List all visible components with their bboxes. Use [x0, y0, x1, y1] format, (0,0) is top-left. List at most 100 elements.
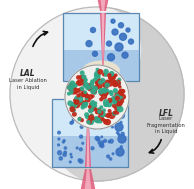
Circle shape [114, 81, 118, 84]
Circle shape [98, 115, 103, 120]
Circle shape [120, 121, 122, 123]
Circle shape [107, 54, 114, 61]
Circle shape [80, 135, 83, 138]
Circle shape [81, 119, 83, 122]
Text: LFL: LFL [158, 109, 173, 119]
Circle shape [74, 102, 76, 104]
Circle shape [86, 105, 90, 111]
Circle shape [121, 97, 123, 99]
Circle shape [85, 97, 90, 102]
Circle shape [90, 103, 94, 107]
Circle shape [68, 85, 73, 90]
Circle shape [111, 97, 116, 101]
Circle shape [118, 101, 121, 104]
Circle shape [118, 112, 125, 119]
Circle shape [59, 157, 62, 160]
Bar [52, 99, 128, 167]
Circle shape [78, 118, 81, 121]
Circle shape [75, 92, 77, 94]
Circle shape [98, 89, 104, 94]
Circle shape [77, 76, 80, 79]
Circle shape [114, 96, 118, 100]
Circle shape [117, 92, 122, 98]
Circle shape [63, 140, 65, 142]
Ellipse shape [71, 99, 105, 116]
Circle shape [99, 144, 102, 147]
Circle shape [90, 106, 95, 111]
Circle shape [96, 118, 99, 120]
Circle shape [94, 102, 97, 105]
Wedge shape [97, 7, 184, 181]
Circle shape [81, 71, 84, 75]
Circle shape [70, 122, 73, 124]
Circle shape [70, 107, 75, 112]
Circle shape [99, 81, 102, 83]
Circle shape [90, 105, 95, 110]
Circle shape [110, 93, 113, 96]
Circle shape [115, 92, 119, 96]
Circle shape [87, 119, 91, 124]
Circle shape [111, 19, 115, 23]
Circle shape [95, 136, 99, 140]
Circle shape [104, 100, 108, 105]
Circle shape [108, 140, 110, 143]
Circle shape [69, 87, 74, 91]
Circle shape [120, 146, 122, 148]
Circle shape [70, 81, 75, 86]
Polygon shape [100, 13, 106, 75]
Circle shape [109, 158, 112, 160]
Circle shape [74, 102, 80, 108]
Circle shape [116, 94, 118, 97]
Circle shape [116, 96, 120, 100]
Circle shape [97, 83, 102, 88]
Circle shape [113, 96, 115, 98]
Circle shape [89, 106, 91, 108]
Text: Laser Ablation
in Liquid: Laser Ablation in Liquid [9, 78, 47, 90]
FancyArrowPatch shape [33, 31, 48, 46]
Circle shape [79, 93, 84, 98]
Bar [63, 13, 139, 50]
Circle shape [54, 7, 140, 94]
Circle shape [118, 96, 122, 101]
Circle shape [82, 75, 86, 79]
Bar [63, 13, 139, 81]
Circle shape [102, 119, 105, 121]
Circle shape [80, 101, 85, 106]
Circle shape [91, 89, 95, 94]
Circle shape [104, 84, 108, 88]
Circle shape [98, 109, 100, 112]
Circle shape [81, 87, 84, 90]
Circle shape [86, 41, 92, 47]
Circle shape [88, 84, 91, 87]
Bar [63, 13, 139, 81]
Circle shape [72, 108, 75, 112]
Circle shape [113, 81, 118, 87]
Circle shape [113, 100, 117, 104]
Circle shape [100, 98, 103, 101]
Circle shape [74, 88, 77, 91]
Circle shape [87, 121, 90, 124]
Circle shape [114, 96, 118, 100]
Circle shape [82, 91, 86, 95]
Circle shape [109, 139, 113, 143]
Circle shape [71, 121, 73, 124]
Circle shape [100, 71, 106, 77]
Circle shape [117, 82, 120, 85]
Circle shape [82, 36, 112, 65]
Circle shape [58, 131, 60, 134]
Circle shape [109, 113, 115, 118]
Circle shape [128, 39, 133, 44]
Circle shape [122, 52, 128, 58]
Circle shape [72, 119, 75, 121]
Polygon shape [99, 0, 107, 11]
Circle shape [113, 111, 116, 114]
Circle shape [112, 153, 114, 155]
Circle shape [105, 74, 107, 76]
Circle shape [84, 83, 88, 87]
Circle shape [68, 85, 72, 90]
Circle shape [74, 99, 77, 102]
Circle shape [96, 116, 99, 119]
Circle shape [85, 97, 88, 100]
Circle shape [98, 69, 108, 79]
Circle shape [118, 133, 120, 135]
